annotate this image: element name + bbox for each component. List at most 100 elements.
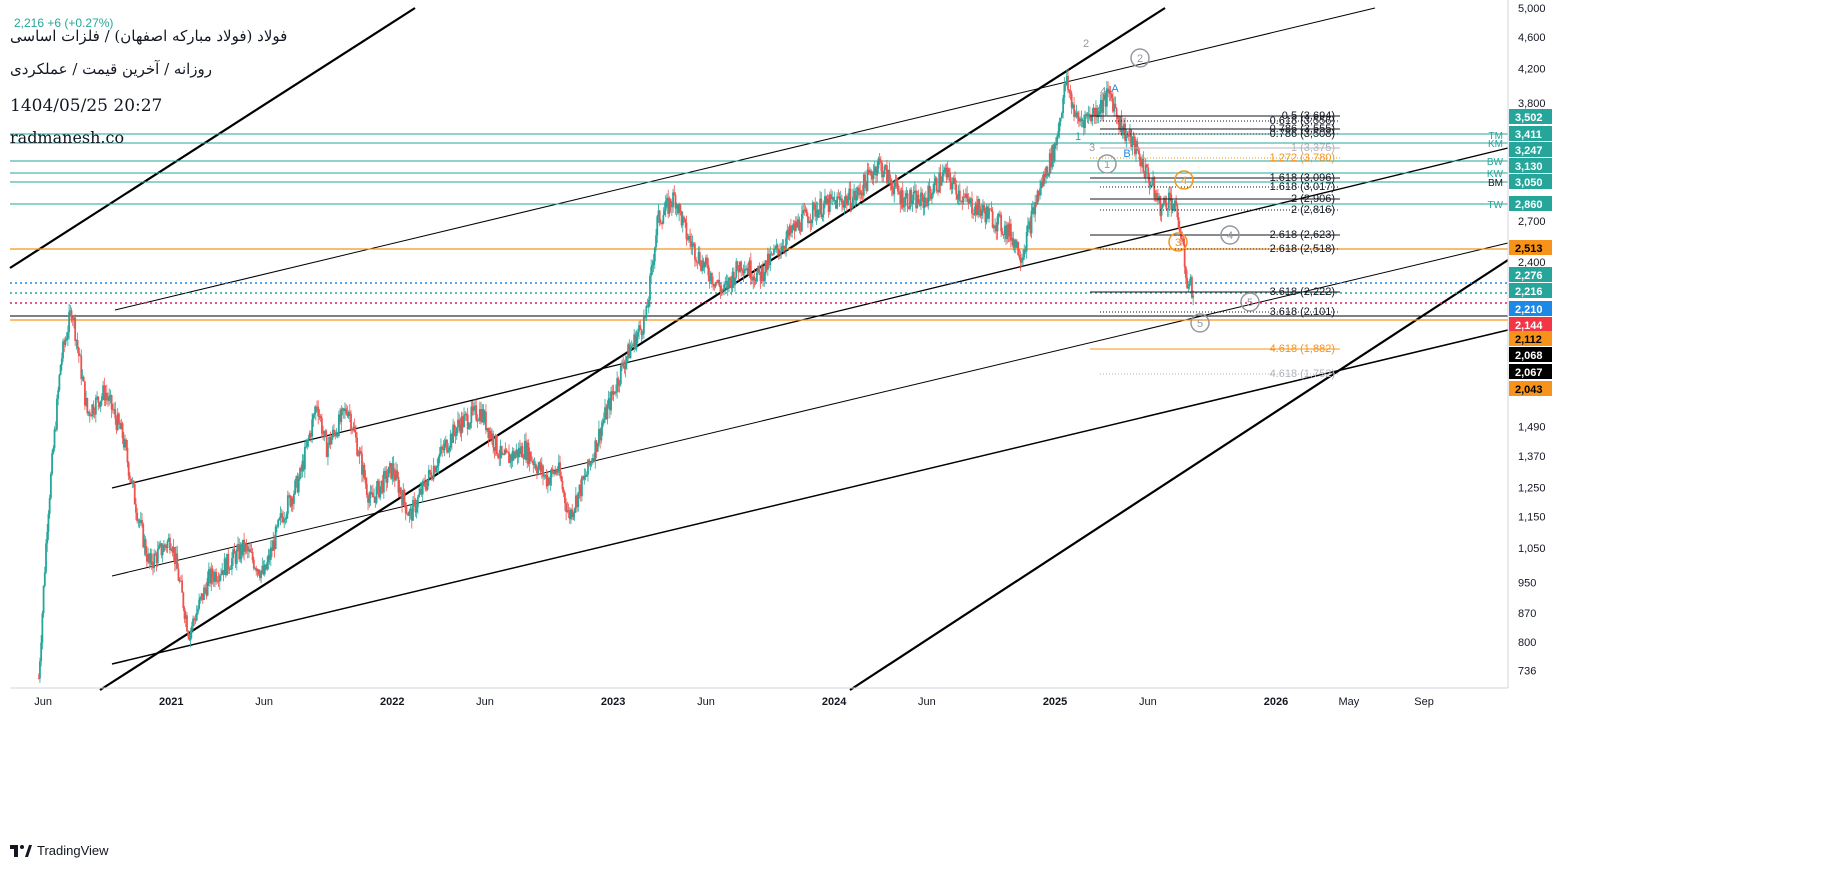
- x-tick-label: 2025: [1043, 696, 1067, 708]
- candle-body: [1107, 88, 1109, 93]
- candle-body: [692, 243, 695, 245]
- symbol-title: فولاد (فولاد مبارکه اصفهان) / فلزات اساس…: [10, 27, 288, 45]
- candle-body: [93, 413, 96, 415]
- candle-body: [625, 356, 628, 362]
- candle-body: [509, 454, 512, 464]
- candle-body: [713, 284, 716, 287]
- candle-body: [268, 554, 271, 560]
- candle-body: [294, 480, 297, 494]
- candle-body: [181, 580, 184, 593]
- candle-body: [335, 433, 338, 437]
- candle-body: [409, 508, 412, 512]
- candle-body: [76, 340, 79, 348]
- candle-body: [160, 543, 163, 556]
- chart-datetime: 1404/05/25 20:27: [10, 96, 163, 116]
- candle-body: [698, 252, 701, 265]
- candle-body: [809, 221, 812, 224]
- candle-body: [1110, 93, 1113, 99]
- tradingview-brand: TradingView: [37, 843, 109, 858]
- candle-body: [850, 207, 853, 209]
- candle-body: [1115, 108, 1118, 117]
- fib-label: 4.618 (1,882): [1270, 343, 1335, 355]
- candle-body: [124, 439, 126, 448]
- candle-body: [224, 558, 227, 576]
- candle-body: [125, 439, 128, 448]
- candle-body: [483, 411, 486, 423]
- candle-body: [561, 480, 564, 490]
- candle-body: [85, 398, 88, 406]
- candle-body: [933, 182, 936, 192]
- candle-body: [156, 549, 159, 564]
- candle-body: [930, 194, 933, 200]
- candle-body: [398, 487, 401, 493]
- candle-body: [928, 185, 931, 194]
- candle-body: [944, 167, 947, 170]
- price-badge-label: 3,247: [1515, 145, 1543, 157]
- candle-body: [367, 494, 369, 503]
- candle-body: [567, 510, 570, 511]
- candle-body: [980, 210, 983, 216]
- candle-body: [389, 463, 391, 467]
- wave-circle: [1168, 232, 1188, 252]
- candle-body: [719, 285, 722, 292]
- tradingview-logo[interactable]: TradingView: [10, 843, 109, 858]
- candle-body: [436, 465, 439, 469]
- candle-body: [199, 597, 202, 600]
- candle-body: [595, 440, 598, 452]
- candle-body: [856, 187, 859, 196]
- candle-body: [706, 257, 708, 265]
- candle-body: [447, 450, 450, 453]
- candle-body: [775, 244, 778, 249]
- candles: [37, 68, 1195, 683]
- wave-circle: [1130, 48, 1150, 68]
- candle-body: [138, 520, 141, 523]
- candle-body: [782, 245, 785, 248]
- candle-body: [645, 306, 648, 318]
- candle-body: [1149, 184, 1152, 187]
- candle-body: [508, 452, 510, 464]
- candle-body: [540, 465, 543, 472]
- candle-body: [416, 496, 419, 508]
- candle-body: [387, 466, 390, 478]
- candle-body: [226, 553, 228, 576]
- candle-body: [783, 247, 786, 249]
- candle-body: [241, 539, 244, 556]
- candle-body: [1045, 166, 1048, 178]
- candle-body: [396, 470, 399, 478]
- candle-body: [265, 564, 267, 570]
- candle-body: [177, 568, 180, 581]
- candle-body: [743, 269, 746, 274]
- candle-body: [828, 194, 831, 212]
- candle-body: [1006, 224, 1009, 240]
- wave-label: 5: [1197, 318, 1203, 330]
- candle-body: [504, 449, 507, 455]
- candle-body: [612, 391, 615, 395]
- candle-body: [1127, 135, 1130, 137]
- candle-body: [166, 541, 169, 549]
- candle-body: [201, 593, 204, 600]
- candle-body: [927, 185, 930, 206]
- candle-body: [638, 325, 640, 332]
- candle-body: [1093, 108, 1096, 117]
- candle-body: [707, 264, 710, 276]
- wave-label: 4: [1181, 175, 1187, 187]
- candle-body: [747, 268, 750, 275]
- candle-body: [576, 495, 578, 507]
- candle-body: [1035, 202, 1038, 205]
- candle-body: [463, 415, 465, 428]
- price-badge-label: 3,502: [1515, 112, 1543, 124]
- price-badge: [1509, 158, 1552, 173]
- fib-label: 3.618 (2,222): [1270, 286, 1335, 298]
- candle-body: [975, 203, 978, 215]
- candle-body: [802, 210, 804, 214]
- candle-body: [573, 508, 576, 513]
- candle-body: [155, 554, 158, 564]
- candle-body: [571, 509, 574, 518]
- candle-body: [1044, 173, 1046, 178]
- candle-body: [819, 198, 821, 210]
- candle-body: [222, 570, 225, 575]
- fib-label: 2.618 (2,623): [1270, 229, 1335, 241]
- candle-body: [333, 429, 335, 433]
- candle-body: [988, 208, 990, 219]
